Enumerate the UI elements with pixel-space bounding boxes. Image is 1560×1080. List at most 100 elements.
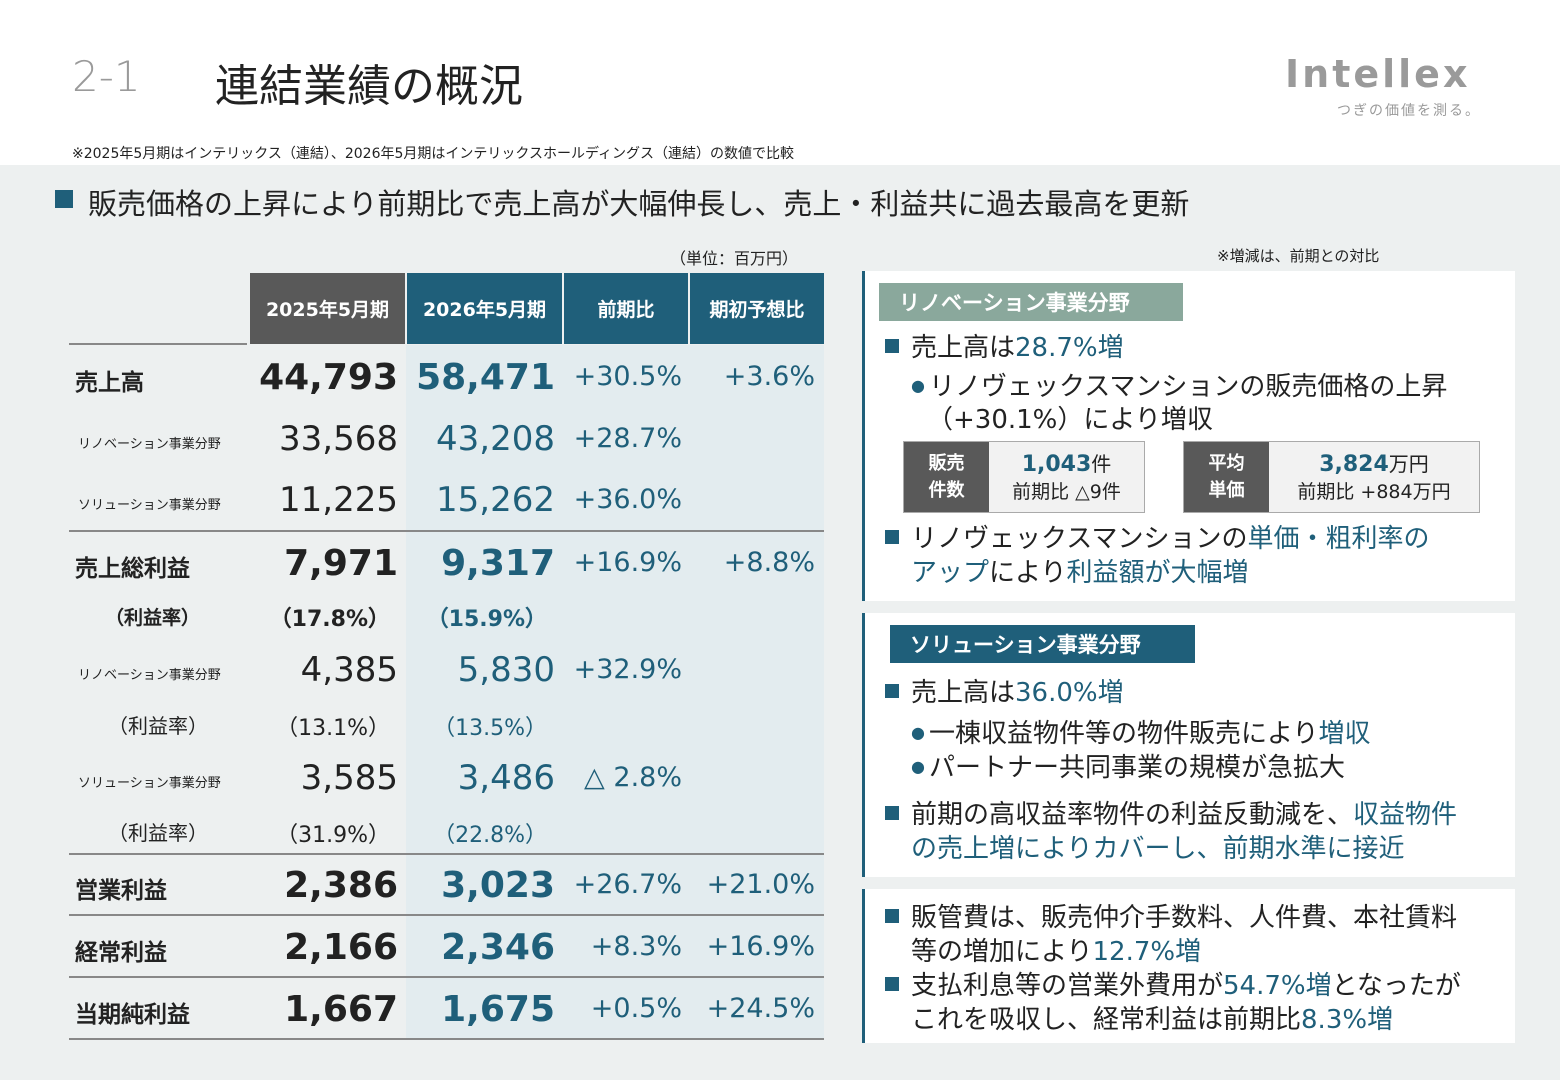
- value-cur: 3,486: [457, 758, 555, 798]
- value-cur: （22.8%）: [433, 823, 547, 848]
- logo-text: Intellex: [1285, 52, 1471, 96]
- table-divider: [69, 976, 824, 978]
- row-label: リノベーション事業分野: [78, 437, 221, 452]
- value-prev: 2,166: [284, 927, 398, 968]
- value-prev: 7,971: [284, 543, 398, 584]
- value-prev: （13.1%）: [276, 716, 390, 741]
- solution-summary-box: ソリューション事業分野 売上高は36.0%増 ● 一棟収益物件等の物件販売により増…: [862, 613, 1515, 877]
- value-yoy: +36.0%: [573, 484, 682, 515]
- value-cur: 43,208: [436, 419, 555, 459]
- value-plan: +8.8%: [723, 547, 815, 578]
- bullet-square-icon: [885, 977, 899, 991]
- value-plan: +24.5%: [706, 993, 815, 1024]
- col-header-yoy: 前期比: [564, 273, 688, 344]
- current-year-column-bg: [406, 345, 824, 1038]
- row-label: （利益率）: [108, 714, 208, 738]
- value-cur: 9,317: [441, 543, 555, 584]
- bullet-renovation-margin: リノヴェックスマンションの単価・粗利率の: [885, 522, 1429, 556]
- comparison-note: ※2025年5月期はインテリックス（連結）、2026年5月期はインテリックスホー…: [72, 146, 794, 162]
- logo-tagline: つぎの価値を測る。: [1337, 103, 1481, 119]
- stat-value: 1,043件 前期比 △9件: [989, 442, 1144, 512]
- value-yoy: +28.7%: [573, 423, 682, 454]
- value-cur: 3,023: [441, 865, 555, 906]
- value-yoy: +32.9%: [573, 654, 682, 685]
- value-cur: 15,262: [436, 480, 555, 520]
- sub-bullet-building-sales: ● 一棟収益物件等の物件販売により増収: [911, 719, 1371, 749]
- sub-bullet-price-rise: ● リノヴェックスマンションの販売価格の上昇: [911, 369, 1447, 404]
- company-logo: Intellex つぎの価値を測る。: [1285, 52, 1485, 119]
- value-prev: 44,793: [259, 357, 398, 398]
- value-cur: 1,675: [441, 989, 555, 1030]
- bullet-non-operating-cont: これを吸収し、経常利益は前期比8.3%増: [911, 1005, 1394, 1035]
- headline-square-icon: [55, 190, 73, 208]
- value-yoy: +30.5%: [573, 361, 682, 392]
- value-prev: 1,667: [284, 989, 398, 1030]
- value-cur: 2,346: [441, 927, 555, 968]
- value-prev: 3,585: [300, 758, 398, 798]
- solution-tag: ソリューション事業分野: [890, 625, 1195, 663]
- bullet-square-icon: [885, 339, 899, 353]
- value-yoy: △ 2.8%: [584, 762, 682, 793]
- bullet-square-icon: [885, 684, 899, 698]
- bullet-renovation-sales: 売上高は28.7%増: [885, 331, 1124, 365]
- stat-value: 3,824万円 前期比 +884万円: [1269, 442, 1479, 512]
- row-label: 経常利益: [75, 940, 167, 966]
- table-divider: [69, 530, 824, 532]
- row-label: 当期純利益: [75, 1002, 190, 1028]
- highlight-text: 28.7%増: [1015, 333, 1124, 363]
- value-yoy: +8.3%: [590, 931, 682, 962]
- unit-label: （単位：百万円）: [670, 249, 799, 268]
- row-label: （利益率）: [105, 607, 201, 629]
- bullet-sga: 販管費は、販売仲介手数料、人件費、本社賃料: [885, 901, 1457, 935]
- other-summary-box: 販管費は、販売仲介手数料、人件費、本社賃料 等の増加により12.7%増 支払利息…: [862, 889, 1515, 1043]
- bullet-solution-profit-cont: の売上増によりカバーし、前期水準に接近: [911, 834, 1405, 864]
- value-cur: （13.5%）: [433, 716, 547, 741]
- value-prev: 33,568: [279, 419, 398, 459]
- bullet-solution-profit: 前期の高収益率物件の利益反動減を、収益物件: [885, 798, 1457, 832]
- dot-icon: ●: [911, 723, 925, 742]
- value-plan: +16.9%: [706, 931, 815, 962]
- bullet-square-icon: [885, 530, 899, 544]
- bullet-solution-sales: 売上高は36.0%増: [885, 676, 1124, 710]
- renovation-tag: リノベーション事業分野: [879, 283, 1183, 321]
- value-plan: +21.0%: [706, 869, 815, 900]
- dot-icon: ●: [911, 757, 925, 776]
- row-label: リノベーション事業分野: [78, 668, 221, 683]
- stat-units-sold: 販売 件数 1,043件 前期比 △9件: [903, 441, 1145, 513]
- page-title: 連結業績の概況: [215, 61, 523, 112]
- value-prev: 11,225: [279, 480, 398, 520]
- row-label: ソリューション事業分野: [78, 776, 221, 791]
- row-label: （利益率）: [108, 821, 208, 845]
- stat-key: 平均 単価: [1184, 442, 1269, 512]
- value-yoy: +16.9%: [573, 547, 682, 578]
- row-label: 営業利益: [75, 878, 167, 904]
- value-prev: （31.9%）: [276, 823, 390, 848]
- value-cur: （15.9%）: [426, 607, 547, 632]
- dot-icon: ●: [911, 376, 925, 395]
- row-label: 売上総利益: [75, 556, 190, 582]
- value-yoy: +26.7%: [573, 869, 682, 900]
- bullet-renovation-margin-cont: アップにより利益額が大幅増: [911, 558, 1249, 588]
- col-header-vs-forecast: 期初予想比: [690, 273, 824, 344]
- sub-bullet-text: リノヴェックスマンションの販売価格の上昇: [928, 372, 1448, 402]
- section-number: 2-1: [72, 52, 141, 101]
- value-prev: 2,386: [284, 865, 398, 906]
- table-divider: [69, 914, 824, 916]
- value-prev: （17.8%）: [269, 607, 390, 632]
- stat-average-price: 平均 単価 3,824万円 前期比 +884万円: [1183, 441, 1480, 513]
- row-label: ソリューション事業分野: [78, 498, 221, 513]
- value-cur: 58,471: [416, 357, 555, 398]
- table-divider: [69, 1038, 824, 1040]
- table-divider: [69, 343, 247, 345]
- headline: 販売価格の上昇により前期比で売上高が大幅伸長し、売上・利益共に過去最高を更新: [88, 187, 1190, 221]
- value-cur: 5,830: [457, 650, 555, 690]
- change-note: ※増減は、前期との対比: [1217, 247, 1380, 265]
- bullet-square-icon: [885, 806, 899, 820]
- bullet-text: 売上高は: [911, 333, 1016, 363]
- sub-bullet-price-rise-cont: （+30.1%）により増収: [927, 405, 1213, 435]
- row-label: 売上高: [75, 370, 144, 396]
- col-header-prev-year: 2025年5月期: [250, 273, 405, 344]
- bullet-square-icon: [885, 909, 899, 923]
- bullet-sga-cont: 等の増加により12.7%増: [911, 937, 1202, 967]
- stat-key: 販売 件数: [904, 442, 989, 512]
